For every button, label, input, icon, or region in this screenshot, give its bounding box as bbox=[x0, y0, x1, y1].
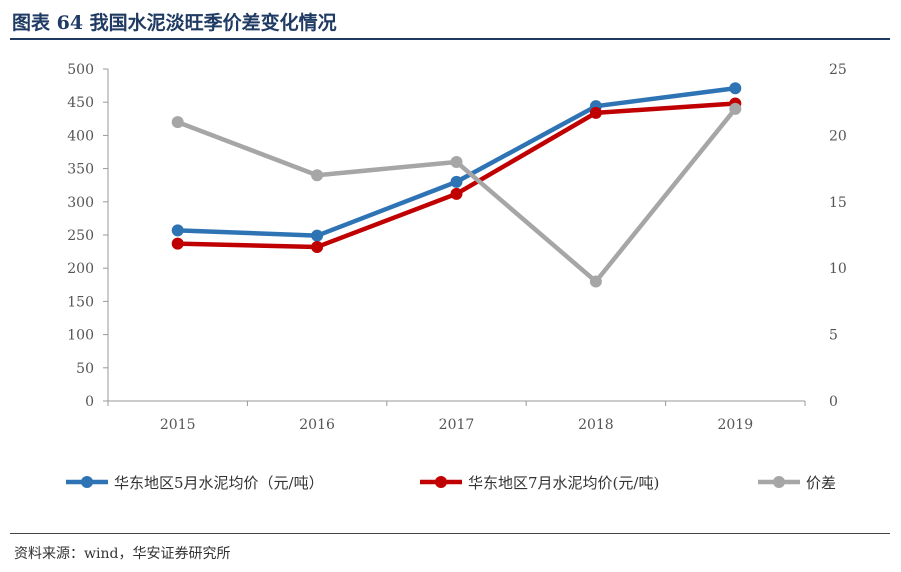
chart-ticks: 0 50 100 150 200 250 300 350 400 450 500 0 5 10 15 20 25… bbox=[67, 62, 847, 433]
chart-axes bbox=[107, 69, 805, 402]
legend-swatch-marker bbox=[773, 476, 785, 488]
y-left-tick-label: 450 bbox=[67, 95, 94, 111]
x-tick-label: 2018 bbox=[578, 417, 614, 433]
y-left-tick-label: 100 bbox=[67, 328, 94, 344]
series-point bbox=[311, 229, 324, 242]
title-divider bbox=[10, 38, 890, 40]
y-right-tick-label: 25 bbox=[829, 62, 847, 78]
series-point bbox=[589, 106, 602, 119]
legend-swatch-marker bbox=[435, 476, 447, 488]
series-point bbox=[729, 82, 742, 95]
footer-divider bbox=[10, 533, 890, 534]
y-left-tick-label: 300 bbox=[67, 195, 94, 211]
series-point bbox=[450, 155, 463, 168]
y-left-tick-label: 400 bbox=[67, 128, 94, 144]
x-tick-label: 2019 bbox=[717, 417, 753, 433]
series-line bbox=[175, 101, 738, 250]
y-right-tick-label: 5 bbox=[829, 328, 838, 344]
chart-legend: 华东地区5月水泥均价（元/吨） 华东地区7月水泥均价(元/吨) 价差 bbox=[66, 474, 836, 492]
y-left-tick-label: 0 bbox=[85, 394, 94, 410]
y-right-tick-label: 10 bbox=[829, 261, 847, 277]
series-point bbox=[171, 116, 184, 129]
x-tick-label: 2016 bbox=[299, 417, 335, 433]
series-point bbox=[311, 169, 324, 182]
legend-label: 华东地区5月水泥均价（元/吨） bbox=[114, 474, 324, 492]
y-left-tick-label: 150 bbox=[67, 294, 94, 310]
y-left-tick-label: 250 bbox=[67, 228, 94, 244]
chart-series bbox=[171, 82, 742, 288]
series-point bbox=[589, 275, 602, 288]
y-right-tick-label: 15 bbox=[829, 195, 847, 211]
x-tick-label: 2017 bbox=[439, 417, 475, 433]
y-right-tick-label: 20 bbox=[829, 128, 847, 144]
y-left-tick-label: 200 bbox=[67, 261, 94, 277]
source-note: 资料来源：wind，华安证券研究所 bbox=[14, 546, 231, 562]
series-point bbox=[450, 175, 463, 188]
y-left-tick-label: 50 bbox=[76, 361, 94, 377]
x-tick-label: 2015 bbox=[160, 417, 196, 433]
chart-title: 图表 64 我国水泥淡旺季价差变化情况 bbox=[12, 12, 337, 34]
y-left-tick-label: 350 bbox=[67, 162, 94, 178]
y-right-tick-label: 0 bbox=[829, 394, 838, 410]
series-point bbox=[729, 102, 742, 115]
series-point bbox=[450, 187, 463, 200]
legend-label: 价差 bbox=[806, 474, 836, 492]
y-left-tick-label: 500 bbox=[67, 62, 94, 78]
series-point bbox=[311, 240, 324, 253]
series-point bbox=[171, 237, 184, 250]
legend-swatch-marker bbox=[81, 476, 93, 488]
series-point bbox=[171, 224, 184, 237]
legend-label: 华东地区7月水泥均价(元/吨) bbox=[468, 474, 659, 492]
